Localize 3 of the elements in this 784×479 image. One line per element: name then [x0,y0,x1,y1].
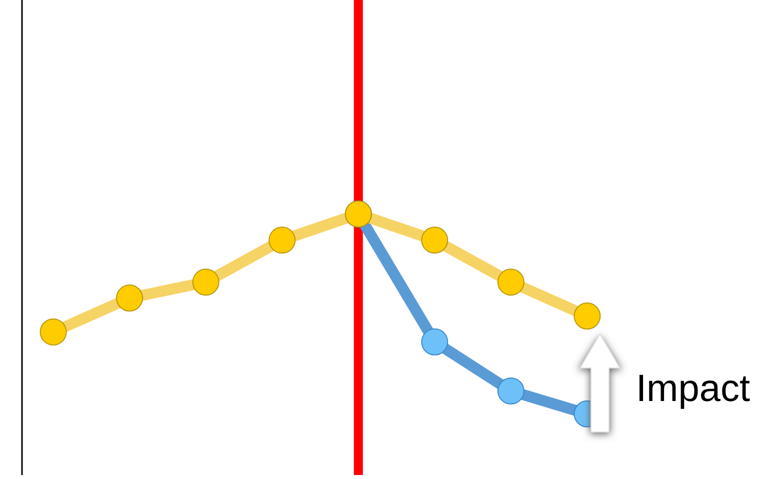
point [497,377,524,404]
point [421,328,448,356]
text: Impact [636,368,750,411]
